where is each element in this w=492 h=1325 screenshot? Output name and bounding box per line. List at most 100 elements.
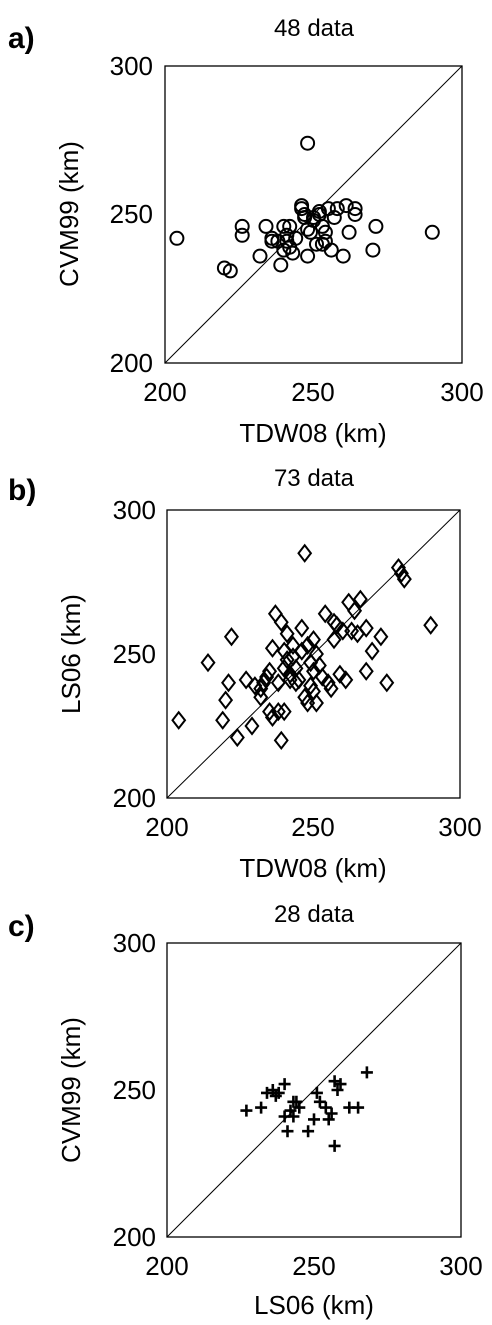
panel-letter: c)	[8, 910, 35, 943]
data-point	[267, 604, 283, 624]
data-point	[278, 1078, 291, 1091]
data-point	[276, 218, 292, 234]
data-point	[281, 1125, 294, 1138]
data-point	[169, 230, 185, 246]
data-point	[423, 615, 439, 635]
data-point	[396, 569, 412, 589]
one-to-one-line	[166, 509, 461, 799]
x-tick-label: 200	[143, 377, 186, 407]
data-point	[200, 652, 216, 673]
data-point	[215, 710, 231, 730]
data-point	[282, 218, 298, 234]
data-point	[323, 678, 339, 699]
data-point	[322, 1113, 335, 1126]
data-point	[171, 710, 187, 730]
data-point	[253, 687, 269, 707]
data-point	[347, 207, 363, 222]
data-point	[314, 667, 330, 687]
data-point	[273, 612, 289, 632]
data-points	[240, 1066, 373, 1152]
data-point	[297, 543, 313, 563]
data-point	[310, 1086, 323, 1099]
data-point	[234, 218, 250, 234]
data-point	[341, 592, 357, 612]
y-axis-label: LS06 (km)	[56, 594, 86, 714]
chart-title: 48 data	[274, 15, 355, 42]
data-point	[221, 673, 237, 693]
data-point	[368, 218, 384, 234]
data-point	[264, 230, 280, 246]
data-point	[287, 1110, 300, 1123]
data-point	[285, 635, 301, 656]
chart-title: 28 data	[274, 901, 355, 928]
data-point	[365, 242, 381, 258]
data-point	[325, 1107, 338, 1120]
x-axis-label: LS06 (km)	[254, 1290, 374, 1320]
data-point	[256, 673, 272, 693]
y-tick-label: 300	[113, 928, 156, 958]
data-point	[279, 650, 295, 670]
data-point	[264, 707, 280, 728]
data-point	[302, 1125, 315, 1138]
y-tick-label: 200	[110, 348, 153, 378]
data-point	[309, 236, 324, 252]
y-axis-label: CVM99 (km)	[56, 1017, 86, 1163]
panel-c: c) 28 data 200 250 300 200 250 300 LS06 …	[8, 901, 483, 1320]
data-point	[319, 1101, 332, 1114]
data-point	[308, 693, 324, 713]
data-point	[338, 670, 354, 690]
x-axis-label: TDW08 (km)	[239, 418, 386, 448]
data-point	[313, 1095, 326, 1108]
data-point	[329, 615, 345, 635]
y-tick-label: 250	[110, 199, 153, 229]
data-points	[169, 135, 440, 279]
data-point	[358, 618, 374, 638]
data-point	[424, 224, 440, 240]
data-point	[223, 627, 239, 647]
data-point	[264, 638, 280, 658]
y-tick-label: 200	[113, 1222, 156, 1252]
x-tick-label: 300	[439, 1251, 482, 1281]
y-tick-label: 200	[113, 783, 156, 813]
data-point	[294, 641, 310, 661]
data-point	[393, 563, 409, 584]
plot-frame	[164, 65, 463, 364]
data-point	[229, 727, 245, 748]
data-point	[349, 624, 365, 644]
data-point	[294, 618, 310, 638]
data-point	[328, 1139, 341, 1152]
chart-title: 73 data	[274, 465, 355, 492]
y-tick-label: 250	[113, 639, 156, 669]
data-point	[390, 557, 406, 578]
data-point	[273, 257, 289, 273]
data-point	[285, 245, 301, 261]
data-point	[358, 661, 374, 681]
data-point	[317, 224, 333, 240]
data-point	[379, 673, 395, 693]
data-point	[288, 230, 304, 246]
data-point	[291, 670, 307, 690]
data-point	[306, 661, 321, 681]
panel-letter: b)	[8, 474, 36, 507]
data-point	[347, 201, 363, 217]
data-point	[373, 627, 389, 647]
data-point	[272, 1086, 285, 1099]
data-point	[306, 629, 321, 650]
data-point	[300, 248, 316, 264]
panel-a: a) 48 data 200 250 300 200 250 300 TDW08…	[8, 15, 484, 448]
data-point	[240, 1104, 253, 1117]
data-point	[352, 1101, 365, 1114]
data-point	[238, 670, 254, 690]
one-to-one-line	[166, 942, 462, 1238]
data-point	[320, 673, 336, 693]
data-point	[332, 664, 348, 684]
data-point	[259, 667, 275, 687]
data-point	[329, 201, 345, 217]
data-point	[326, 210, 342, 225]
data-point	[311, 207, 327, 222]
data-point	[317, 233, 333, 249]
data-point	[218, 690, 234, 710]
data-point	[279, 624, 295, 644]
x-tick-label: 200	[145, 1251, 188, 1281]
data-point	[326, 629, 342, 650]
